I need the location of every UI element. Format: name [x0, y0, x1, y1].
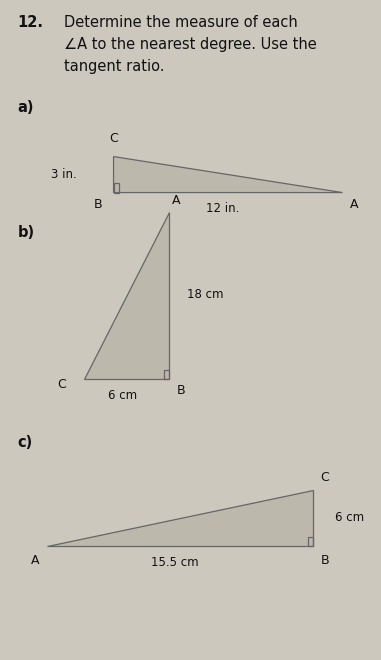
Text: tangent ratio.: tangent ratio.	[64, 59, 164, 74]
Text: C: C	[57, 378, 66, 391]
Text: B: B	[176, 384, 185, 397]
Text: 6 cm: 6 cm	[108, 389, 137, 402]
Text: A: A	[350, 198, 359, 211]
Text: 12.: 12.	[18, 15, 43, 30]
Text: 18 cm: 18 cm	[187, 288, 224, 300]
Text: a): a)	[18, 100, 34, 115]
Text: A: A	[172, 194, 181, 207]
Text: Determine the measure of each: Determine the measure of each	[64, 15, 298, 30]
Text: b): b)	[18, 225, 35, 240]
Polygon shape	[114, 156, 343, 193]
Text: c): c)	[18, 435, 33, 449]
Text: A: A	[31, 554, 40, 567]
Text: 12 in.: 12 in.	[206, 203, 239, 215]
Polygon shape	[84, 213, 169, 379]
Polygon shape	[47, 490, 313, 546]
Text: B: B	[320, 554, 329, 567]
Text: C: C	[320, 471, 329, 484]
Text: 6 cm: 6 cm	[335, 512, 364, 524]
Text: 15.5 cm: 15.5 cm	[150, 556, 198, 569]
Text: 3 in.: 3 in.	[51, 168, 77, 181]
Text: C: C	[109, 133, 118, 145]
Text: ∠A to the nearest degree. Use the: ∠A to the nearest degree. Use the	[64, 37, 317, 51]
Text: B: B	[94, 198, 102, 211]
